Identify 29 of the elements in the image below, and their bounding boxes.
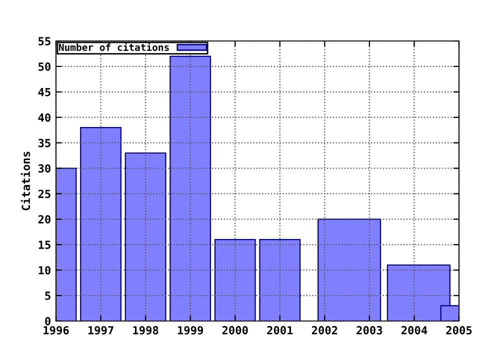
x-tick-label: 1999 bbox=[178, 326, 203, 335]
bar bbox=[80, 126, 122, 321]
x-tick-label: 2002 bbox=[312, 326, 338, 334]
y-tick-label: 10 bbox=[38, 266, 50, 274]
y-tick-label: 40 bbox=[38, 113, 50, 122]
y-tick-label: 25 bbox=[38, 190, 50, 198]
bar bbox=[170, 56, 212, 321]
legend-label: Number of citations bbox=[58, 42, 169, 51]
bar bbox=[214, 238, 256, 321]
x-tick-label: 1996 bbox=[44, 326, 69, 335]
y-tick-label: 55 bbox=[38, 37, 50, 46]
x-tick-label: 2003 bbox=[356, 326, 382, 334]
x-tick-label: 1997 bbox=[88, 326, 114, 335]
y-tick-label: 30 bbox=[38, 164, 50, 173]
y-tick-label: 15 bbox=[38, 240, 50, 250]
y-tick-label: 50 bbox=[38, 62, 50, 71]
x-tick-label: 2001 bbox=[267, 326, 293, 334]
y-tick-label: 5 bbox=[45, 292, 50, 300]
y-tick-label: 0 bbox=[45, 316, 50, 326]
bar bbox=[124, 152, 166, 321]
y-tick-label: 45 bbox=[38, 88, 50, 96]
x-tick-label: 1998 bbox=[133, 326, 158, 335]
y-tick-label: 20 bbox=[38, 215, 50, 224]
y-tick-label: 35 bbox=[38, 138, 50, 148]
y-axis-title: Citations bbox=[20, 152, 30, 210]
x-tick-label: 2005 bbox=[446, 326, 472, 334]
x-tick-label: 2004 bbox=[401, 326, 428, 334]
x-tick-label: 2000 bbox=[222, 326, 248, 334]
bar bbox=[259, 238, 301, 321]
